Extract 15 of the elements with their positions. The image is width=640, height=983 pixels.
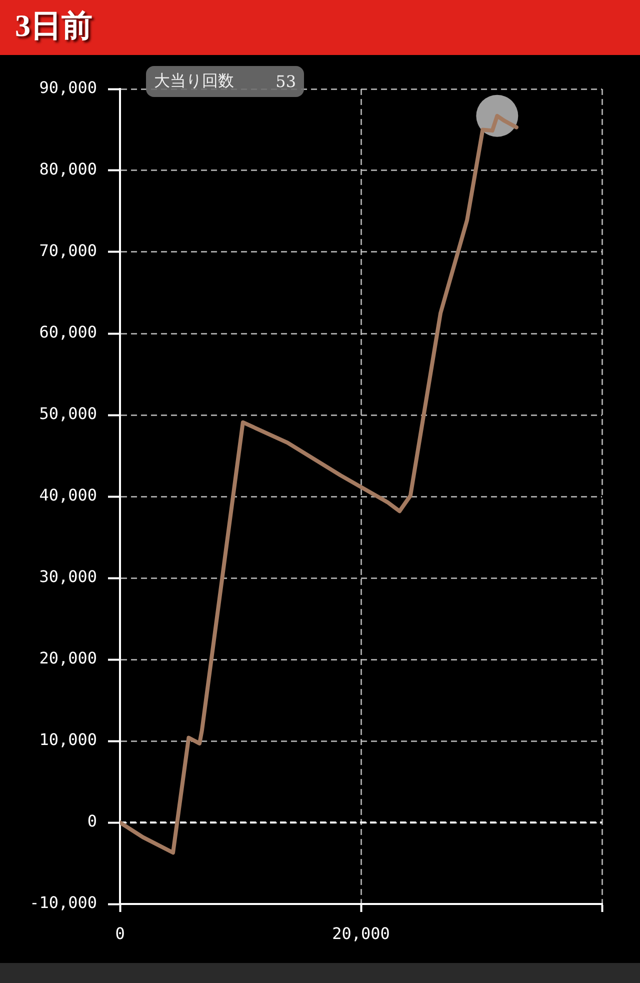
chart-title: 3日前: [15, 8, 92, 44]
y-tick-label: 90,000: [39, 78, 97, 98]
y-tick-label: 80,000: [39, 160, 97, 179]
y-tick-label: 40,000: [39, 486, 97, 505]
y-tick-label: 70,000: [39, 241, 97, 260]
y-tick-label: 0: [87, 812, 97, 831]
y-tick-label: 60,000: [39, 322, 97, 342]
y-tick-label: -10,000: [30, 893, 97, 912]
y-tick-label: 10,000: [39, 730, 97, 750]
annotation: 53: [276, 72, 296, 91]
y-tick-label: 30,000: [39, 567, 97, 586]
annotation: 大当り回数: [154, 71, 234, 92]
y-tick-label: 50,000: [39, 404, 97, 424]
label-box: 大当り回数 53: [146, 66, 304, 97]
y-tick-label: 20,000: [39, 648, 97, 668]
